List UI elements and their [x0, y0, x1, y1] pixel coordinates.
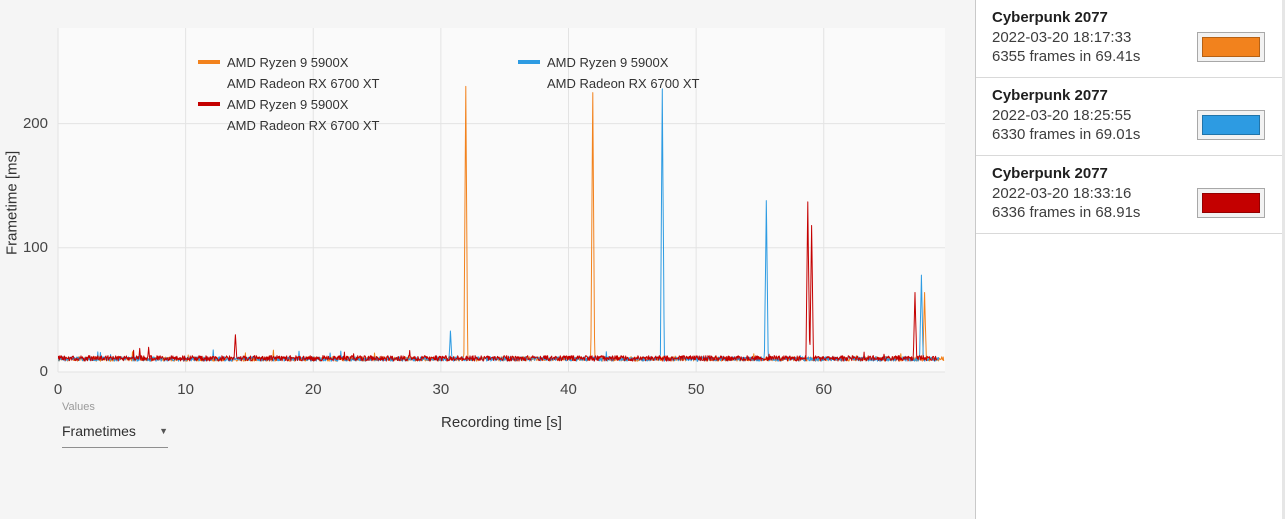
x-tick-label: 60 — [815, 381, 833, 398]
legend-color-marker-orange — [198, 60, 220, 64]
values-caption: Values — [62, 401, 95, 413]
x-tick-label: 20 — [304, 381, 322, 398]
session-card-3[interactable]: Cyberpunk 2077 2022-03-20 18:33:16 6336 … — [976, 156, 1282, 233]
session-framecount: 6336 frames in 68.91s — [992, 204, 1141, 221]
legend-entry-red: AMD Ryzen 9 5900X AMD Radeon RX 6700 XT — [198, 94, 379, 136]
values-dropdown[interactable]: Frametimes ▼ — [62, 423, 168, 448]
y-axis-title: Frametime [ms] — [3, 150, 21, 256]
legend-entry-orange: AMD Ryzen 9 5900X AMD Radeon RX 6700 XT — [198, 52, 379, 94]
legend-label: AMD Ryzen 9 5900X AMD Radeon RX 6700 XT — [547, 55, 700, 91]
session-color-fill — [1202, 193, 1260, 213]
session-title: Cyberpunk 2077 — [992, 9, 1108, 26]
session-datetime: 2022-03-20 18:25:55 — [992, 107, 1132, 124]
session-color-swatch[interactable] — [1197, 188, 1265, 218]
y-tick-label: 0 — [39, 363, 48, 380]
x-tick-label: 10 — [177, 381, 194, 398]
x-tick-label: 50 — [687, 381, 705, 398]
y-tick-label: 200 — [22, 114, 48, 132]
legend-label: AMD Ryzen 9 5900X AMD Radeon RX 6700 XT — [227, 55, 380, 91]
x-tick-label: 40 — [560, 381, 577, 398]
session-divider — [976, 155, 1282, 156]
session-color-swatch[interactable] — [1197, 32, 1265, 62]
legend-entry-blue: AMD Ryzen 9 5900X AMD Radeon RX 6700 XT — [518, 52, 699, 94]
session-title: Cyberpunk 2077 — [992, 87, 1108, 104]
x-tick-label: 30 — [432, 381, 450, 398]
session-title: Cyberpunk 2077 — [992, 165, 1108, 182]
session-color-fill — [1202, 115, 1260, 135]
session-card-1[interactable]: Cyberpunk 2077 2022-03-20 18:17:33 6355 … — [976, 0, 1282, 77]
legend-color-marker-red — [198, 102, 220, 106]
session-color-fill — [1202, 37, 1260, 57]
session-card-2[interactable]: Cyberpunk 2077 2022-03-20 18:25:55 6330 … — [976, 78, 1282, 155]
x-axis-title: Recording time [s] — [441, 414, 562, 431]
session-datetime: 2022-03-20 18:33:16 — [992, 185, 1132, 202]
session-divider — [976, 233, 1282, 234]
values-dropdown-selected: Frametimes — [62, 423, 136, 439]
session-divider — [976, 77, 1282, 78]
values-widget: Values Frametimes ▼ — [62, 401, 168, 448]
legend-label: AMD Ryzen 9 5900X AMD Radeon RX 6700 XT — [227, 97, 380, 133]
session-list-sidebar: Cyberpunk 2077 2022-03-20 18:17:33 6355 … — [975, 0, 1285, 519]
frametime-chart-panel: Frametime [ms] Recording time [s] AMD Ry… — [0, 0, 975, 519]
chevron-down-icon: ▼ — [159, 426, 168, 436]
session-color-swatch[interactable] — [1197, 110, 1265, 140]
legend-color-marker-blue — [518, 60, 540, 64]
frametime-plot-area[interactable] — [0, 0, 975, 519]
x-tick-label: 0 — [53, 381, 63, 398]
session-framecount: 6330 frames in 69.01s — [992, 126, 1141, 143]
session-framecount: 6355 frames in 69.41s — [992, 48, 1141, 65]
session-datetime: 2022-03-20 18:17:33 — [992, 29, 1132, 46]
y-tick-label: 100 — [22, 238, 48, 256]
